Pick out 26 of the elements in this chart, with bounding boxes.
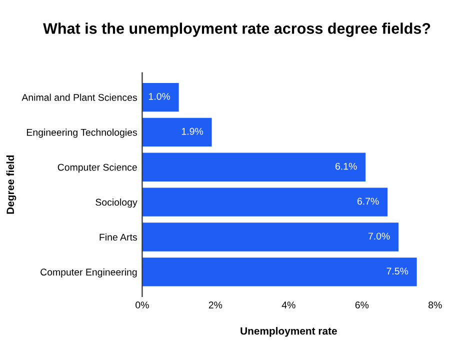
data-label: 7.0% (368, 232, 390, 240)
data-label: 1.0% (149, 92, 170, 100)
x-tick-label: 4% (282, 302, 296, 308)
y-tick-label: Sociology (96, 198, 138, 208)
bar (142, 188, 388, 216)
data-label: 1.9% (182, 128, 204, 135)
y-axis-title: Degree field (6, 155, 16, 214)
data-label: 6.1% (336, 162, 357, 170)
y-tick-label: Fine Arts (100, 233, 137, 241)
y-tick-label: Engineering Technologies (26, 128, 137, 138)
bar (142, 82, 179, 112)
x-tick-label: 8% (428, 302, 442, 308)
chart-title: What is the unemployment rate across degree fields? (43, 22, 430, 37)
y-tick-label: Computer Engineering (40, 268, 137, 278)
data-label: 7.5% (386, 268, 408, 275)
y-tick-label: Computer Science (58, 164, 137, 173)
bar (142, 152, 366, 182)
data-label: 6.7% (357, 198, 379, 205)
x-tick-label: 0% (136, 302, 149, 308)
y-tick-label: Animal and Plant Sciences (22, 94, 137, 101)
x-tick-label: 2% (208, 302, 222, 308)
bar (142, 222, 399, 252)
bar (142, 118, 212, 147)
x-axis-title: Unemployment rate (240, 327, 337, 337)
bar (142, 258, 417, 286)
x-tick-label: 6% (355, 302, 369, 308)
